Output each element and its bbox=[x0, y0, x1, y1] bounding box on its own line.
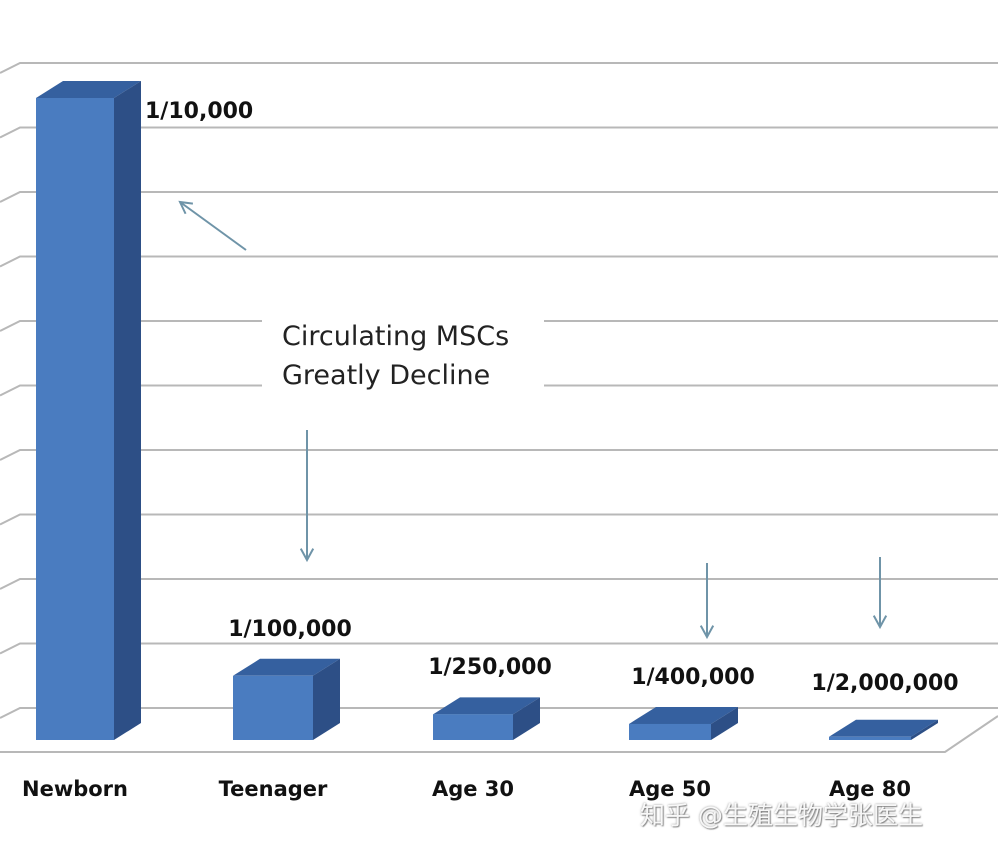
gridline bbox=[0, 642, 998, 655]
bar-side-face bbox=[513, 697, 540, 740]
gridline bbox=[0, 191, 998, 203]
gridline bbox=[0, 320, 998, 332]
arrow-to-age-80 bbox=[872, 557, 888, 630]
category-label: Newborn bbox=[22, 777, 128, 801]
annotation-line-1: Circulating MSCs bbox=[282, 321, 509, 352]
bar-newborn bbox=[36, 81, 141, 740]
gridlines bbox=[0, 62, 998, 753]
gridline bbox=[0, 449, 998, 461]
bar-front-face bbox=[433, 714, 513, 740]
value-label: 1/100,000 bbox=[228, 617, 352, 642]
arrow-to-age-50 bbox=[699, 563, 715, 640]
category-label: Age 30 bbox=[432, 777, 514, 801]
annotation-line-2: Greatly Decline bbox=[282, 360, 490, 391]
category-label: Age 50 bbox=[629, 777, 711, 801]
category-label: Teenager bbox=[219, 777, 328, 801]
bar-age-50 bbox=[629, 706, 738, 740]
bar-top-face bbox=[433, 697, 540, 715]
annotation: Circulating MSCs Greatly Decline bbox=[262, 305, 544, 400]
bar-top-face bbox=[36, 81, 141, 98]
arrow-to-newborn bbox=[178, 200, 247, 251]
category-labels: Newborn Teenager Age 30 Age 50 Age 80 bbox=[22, 777, 911, 801]
bar-side-face bbox=[313, 658, 340, 740]
bar-age-80 bbox=[829, 719, 938, 740]
annotation-backdrop bbox=[262, 305, 544, 400]
gridline bbox=[0, 578, 998, 590]
bar-age-30 bbox=[433, 697, 540, 740]
bar-top-face bbox=[829, 719, 938, 737]
gridline bbox=[0, 62, 998, 74]
arrow-to-teenager bbox=[299, 430, 315, 563]
gridline bbox=[0, 255, 998, 268]
bar-front-face bbox=[629, 723, 711, 740]
gridline bbox=[0, 513, 998, 526]
value-label: 1/2,000,000 bbox=[811, 671, 958, 696]
arrows bbox=[178, 200, 888, 640]
gridline bbox=[0, 126, 998, 139]
bar-top-face bbox=[629, 706, 738, 724]
bar-top-face bbox=[233, 658, 340, 676]
value-label: 1/400,000 bbox=[631, 665, 755, 690]
watermark: 知乎 @生殖生物学张医生 bbox=[640, 801, 923, 830]
bar-front-face bbox=[36, 98, 114, 740]
gridline bbox=[0, 384, 998, 397]
bar-side-face bbox=[711, 706, 738, 740]
value-label: 1/250,000 bbox=[428, 655, 552, 680]
bar-side-face bbox=[114, 81, 141, 740]
value-label: 1/10,000 bbox=[145, 99, 253, 124]
value-labels: 1/10,000 1/100,000 1/250,000 1/400,000 1/2,0… bbox=[145, 99, 959, 696]
bar-front-face bbox=[829, 736, 911, 740]
bar-side-face bbox=[911, 719, 938, 740]
chart-floor bbox=[0, 715, 998, 753]
bar-teenager bbox=[233, 658, 340, 740]
category-label: Age 80 bbox=[829, 777, 911, 801]
bars bbox=[36, 81, 938, 740]
bar-front-face bbox=[233, 675, 313, 740]
